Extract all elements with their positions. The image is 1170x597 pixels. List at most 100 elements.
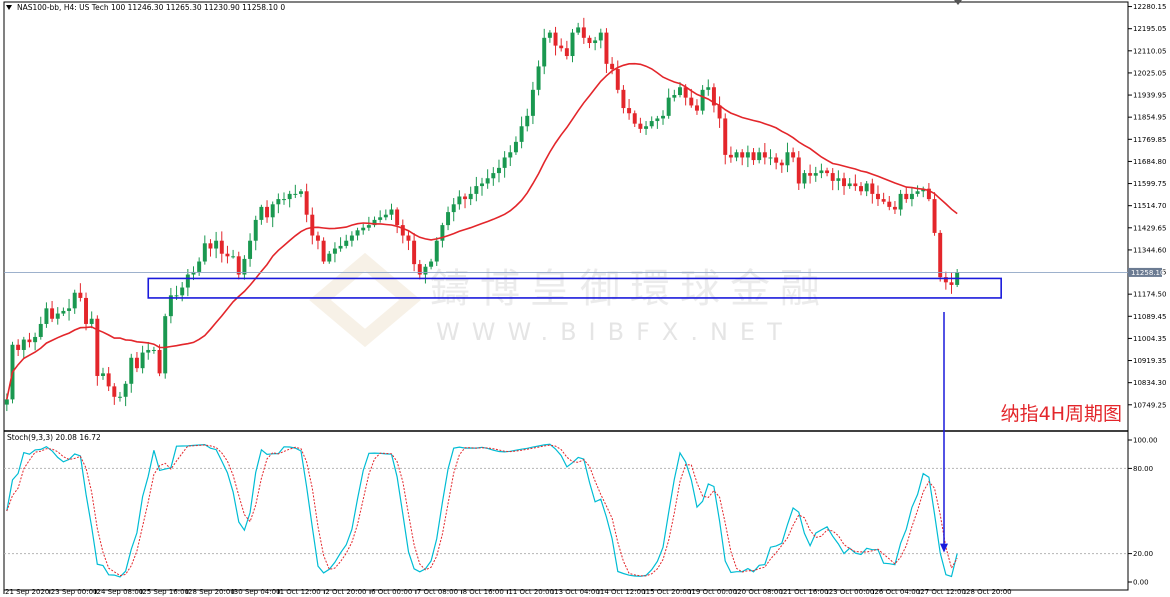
candle-body: [706, 87, 711, 90]
candle-body: [38, 323, 43, 337]
time-tick-label: 26 Oct 04:00: [874, 588, 920, 596]
candle-body: [745, 152, 750, 158]
candle-body: [581, 27, 586, 38]
candle-body: [236, 256, 241, 275]
candle-body: [796, 157, 801, 184]
candle-body: [287, 193, 292, 200]
candle-body: [802, 173, 807, 184]
candle-body: [185, 274, 190, 288]
support-zone-box[interactable]: [147, 277, 1002, 299]
candle-body: [842, 178, 847, 187]
candle-body: [949, 282, 954, 285]
candle-body: [779, 162, 784, 166]
candle-body: [219, 240, 224, 254]
candle-body: [423, 266, 428, 275]
candle-body: [508, 152, 513, 158]
candle-body: [84, 297, 89, 324]
candle-body: [112, 386, 117, 397]
candle-body: [649, 121, 654, 127]
candle-body: [332, 248, 337, 254]
candle-body: [123, 383, 128, 397]
candle-body: [825, 170, 830, 174]
candle-body: [819, 170, 824, 174]
candle-body: [853, 183, 858, 187]
candle-body: [383, 214, 388, 218]
candle-body: [134, 357, 139, 369]
candle-body: [655, 118, 660, 122]
candle-body: [27, 339, 32, 343]
header-dropdown-icon[interactable]: [6, 5, 12, 10]
candle-body: [751, 152, 756, 161]
candle-body: [457, 196, 462, 205]
candle-body: [349, 235, 354, 241]
current-price-tag: 11258.10: [1128, 267, 1164, 277]
candle-body: [293, 193, 298, 195]
candle-body: [915, 191, 920, 194]
candle-body: [519, 126, 524, 142]
candle-body: [140, 352, 145, 369]
candle-body: [389, 209, 394, 215]
candle-body: [259, 206, 264, 220]
candle-body: [299, 191, 303, 194]
candle-body: [253, 219, 258, 241]
candle-body: [689, 97, 694, 106]
stoch-tick-label: 0.00: [1133, 579, 1149, 587]
candle-body: [711, 87, 716, 106]
candle-body: [847, 183, 852, 187]
candle-body: [881, 199, 886, 202]
moving-average-line: [6, 62, 958, 400]
candle-body: [366, 225, 371, 228]
candle-body: [892, 206, 897, 210]
candle-body: [632, 113, 637, 124]
time-axis[interactable]: 21 Sep 2020 23 Sep 00:00 24 Sep 08:00 25 Se…: [3, 588, 1012, 596]
candle-body: [502, 157, 507, 168]
candle-body: [525, 115, 530, 127]
candle-body: [451, 204, 456, 213]
time-tick-label: 7 Oct 08:00: [417, 588, 458, 596]
candle-body: [932, 199, 937, 233]
candle-body: [146, 349, 151, 353]
candle-body: [248, 240, 253, 259]
stoch-tick-label: 100.00: [1133, 437, 1158, 445]
candle-body: [694, 105, 699, 111]
candle-body: [310, 214, 315, 236]
candle-body: [757, 152, 762, 161]
candle-body: [163, 316, 168, 374]
candles: [4, 17, 960, 412]
watermark-en: WWW.BIBFX.NET: [436, 318, 794, 346]
candle-body: [734, 152, 739, 158]
shift-marker-icon[interactable]: [954, 0, 962, 5]
candle-body: [593, 40, 598, 44]
time-tick-label: 15 Oct 20:00: [646, 588, 692, 596]
candle-body: [55, 313, 60, 319]
stoch-levels: [4, 467, 1128, 555]
candle-body: [559, 45, 564, 49]
time-tick-label: 27 Oct 12:00: [920, 588, 966, 596]
time-tick-label: 24 Sep 08:00: [97, 588, 144, 596]
candle-body: [717, 105, 722, 119]
candle-body: [762, 152, 767, 158]
candle-body: [106, 373, 111, 387]
price-tick-label: 11684.80: [1133, 158, 1166, 166]
candle-body: [943, 277, 948, 283]
candle-body: [33, 336, 38, 343]
candle-body: [875, 193, 880, 200]
candle-body: [50, 308, 55, 319]
time-tick-label: 23 Oct 00:00: [829, 588, 875, 596]
time-tick-label: 19 Oct 00:00: [691, 588, 737, 596]
candle-body: [61, 310, 66, 314]
candle-body: [887, 201, 892, 207]
candle-body: [898, 193, 903, 210]
candle-body: [95, 318, 100, 376]
time-tick-label: 28 Sep 20:00: [188, 588, 235, 596]
watermark-cn: 鑄博皇御環球金融: [430, 266, 830, 312]
price-axis[interactable]: 12280.15 12195.05 12110.05 12025.05 11939.95…: [1128, 3, 1166, 409]
candle-body: [661, 115, 665, 119]
candle-body: [406, 235, 411, 241]
candle-body: [117, 396, 122, 398]
candle-body: [129, 357, 134, 384]
down-arrow: [940, 311, 948, 553]
candle-body: [214, 240, 219, 249]
candle-body: [859, 186, 863, 192]
